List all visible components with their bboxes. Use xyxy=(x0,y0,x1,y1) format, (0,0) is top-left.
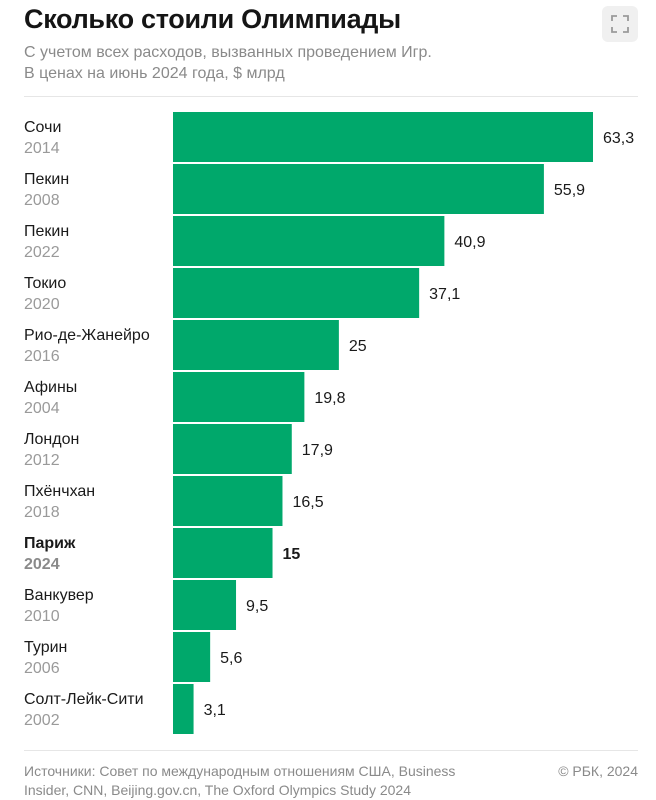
bar xyxy=(173,424,292,474)
source-line-2: Insider, CNN, Beijing.gov.cn, The Oxford… xyxy=(24,782,411,798)
category-city-label: Ванкувер xyxy=(24,587,94,604)
category-year-label: 2018 xyxy=(24,504,60,521)
category-year-label: 2012 xyxy=(24,452,60,469)
bar-value-label: 25 xyxy=(349,338,367,355)
category-city-label: Турин xyxy=(24,639,67,656)
category-year-label: 2022 xyxy=(24,244,60,261)
category-year-label: 2004 xyxy=(24,400,60,417)
category-year-label: 2002 xyxy=(24,712,60,729)
bar xyxy=(173,112,593,162)
category-city-label: Пхёнчхан xyxy=(24,483,95,500)
category-city-label: Солт-Лейк-Сити xyxy=(24,691,144,708)
bar-value-label: 19,8 xyxy=(314,390,345,407)
bar xyxy=(173,372,305,422)
bar xyxy=(173,216,445,266)
bar-value-label: 55,9 xyxy=(554,182,585,199)
bar-chart: Сочи 2014 63,3 Пекин 2008 55,9 Пекин 2022 40,9 То… xyxy=(24,112,634,734)
category-city-label: Токио xyxy=(24,275,66,292)
chart-subtitle-line-1: С учетом всех расходов, вызванных провед… xyxy=(24,44,432,61)
category-city-label: Рио-де-Жанейро xyxy=(24,327,150,344)
category-year-label: 2008 xyxy=(24,192,60,209)
category-year-label: 2010 xyxy=(24,608,60,625)
bar-value-label: 5,6 xyxy=(220,650,242,667)
source-note: Источники: Совет по международным отноше… xyxy=(24,762,524,800)
header-divider xyxy=(24,96,638,97)
category-city-label: Пекин xyxy=(24,171,69,188)
bar xyxy=(173,476,283,526)
bar-value-label: 9,5 xyxy=(246,598,268,615)
copyright: © РБК, 2024 xyxy=(558,763,638,779)
category-year-label: 2006 xyxy=(24,660,60,677)
bar xyxy=(173,684,194,734)
bar-value-label: 3,1 xyxy=(204,702,226,719)
bar-value-label: 16,5 xyxy=(292,494,323,511)
category-year-label: 2020 xyxy=(24,296,60,313)
category-city-label: Лондон xyxy=(24,431,79,448)
bar xyxy=(173,528,273,578)
bar-value-label: 63,3 xyxy=(603,130,634,147)
category-city-label: Афины xyxy=(24,379,77,396)
bar-value-label: 37,1 xyxy=(429,286,460,303)
expand-icon xyxy=(611,15,629,33)
category-year-label: 2016 xyxy=(24,348,60,365)
category-city-label: Сочи xyxy=(24,119,61,136)
bar xyxy=(173,320,339,370)
bar xyxy=(173,632,211,682)
bar xyxy=(173,580,237,630)
bar xyxy=(173,164,544,214)
category-city-label: Пекин xyxy=(24,223,69,240)
category-city-label: Париж xyxy=(24,535,76,552)
chart-title: Сколько стоили Олимпиады xyxy=(24,4,401,34)
bar-value-label: 15 xyxy=(283,546,301,563)
category-year-label: 2024 xyxy=(24,556,60,573)
footer-divider xyxy=(24,750,638,751)
source-line-1: Источники: Совет по международным отноше… xyxy=(24,763,456,779)
bar-value-label: 17,9 xyxy=(302,442,333,459)
bar xyxy=(173,268,420,318)
expand-button[interactable] xyxy=(602,6,638,42)
bar-value-label: 40,9 xyxy=(454,234,485,251)
chart-subtitle-line-2: В ценах на июнь 2024 года, $ млрд xyxy=(24,65,285,82)
category-year-label: 2014 xyxy=(24,140,60,157)
